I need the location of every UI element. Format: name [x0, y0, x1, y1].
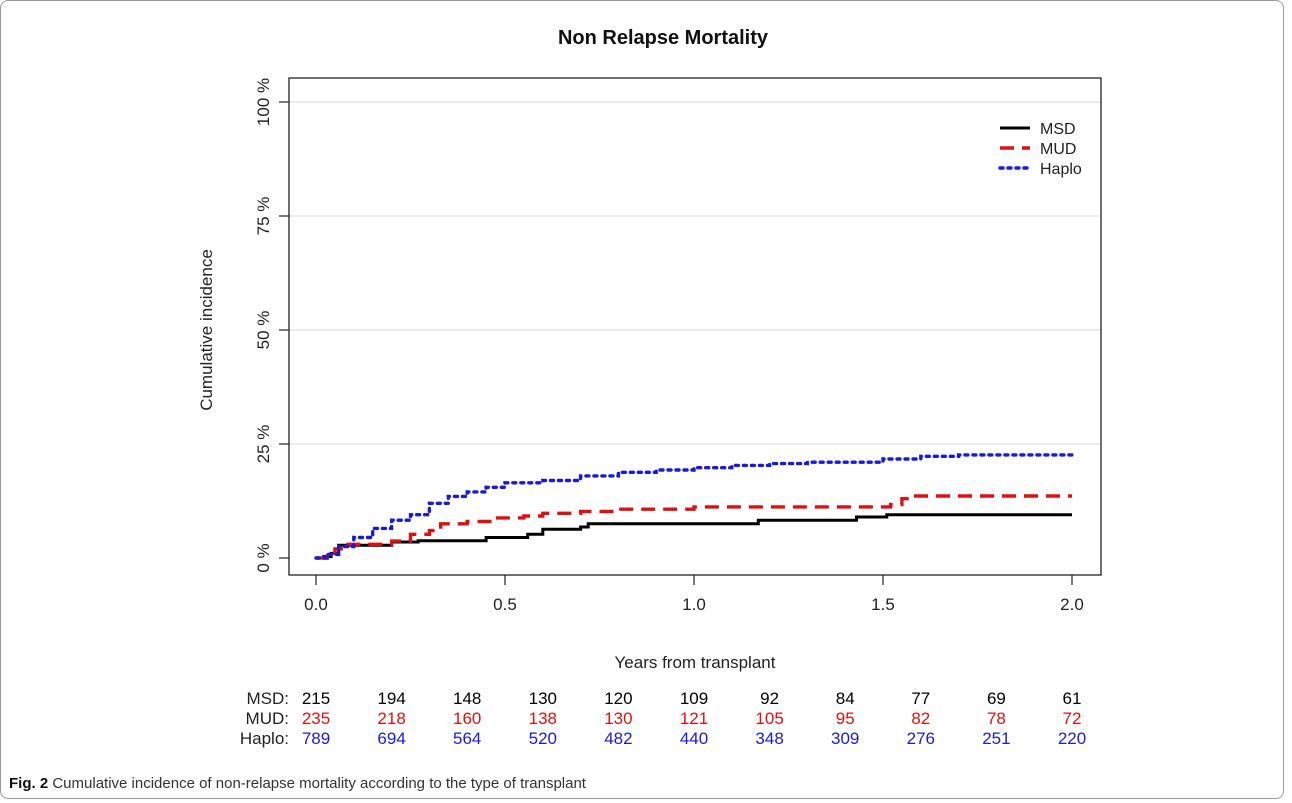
risk-value: 130	[604, 709, 632, 728]
risk-value: 78	[987, 709, 1006, 728]
risk-value: 84	[836, 689, 855, 708]
risk-value: 138	[529, 709, 557, 728]
risk-value: 69	[987, 689, 1006, 708]
gridlines	[289, 101, 1101, 445]
y-tick-label: 100 %	[254, 78, 273, 126]
risk-value: 105	[755, 709, 783, 728]
risk-value: 235	[302, 709, 330, 728]
risk-value: 120	[604, 689, 632, 708]
x-axis-title: Years from transplant	[615, 653, 776, 672]
risk-value: 220	[1058, 729, 1086, 748]
risk-value: 520	[529, 729, 557, 748]
legend: MSD MUD Haplo	[998, 121, 1082, 178]
risk-value: 215	[302, 689, 330, 708]
risk-value: 77	[911, 689, 930, 708]
x-tick-label: 0.5	[493, 595, 517, 614]
risk-row-label: Haplo:	[240, 729, 289, 748]
risk-value: 348	[755, 729, 783, 748]
risk-value: 309	[831, 729, 859, 748]
y-axis-title: Cumulative incidence	[197, 249, 216, 411]
legend-label-msd: MSD	[1040, 121, 1076, 138]
legend-label-mud: MUD	[1040, 141, 1076, 158]
y-tick-label: 75 %	[254, 197, 273, 236]
risk-value: 148	[453, 689, 481, 708]
risk-value: 72	[1063, 709, 1082, 728]
risk-value: 276	[907, 729, 935, 748]
risk-value: 92	[760, 689, 779, 708]
risk-value: 789	[302, 729, 330, 748]
risk-value: 218	[377, 709, 405, 728]
risk-value: 564	[453, 729, 481, 748]
risk-value: 109	[680, 689, 708, 708]
y-tick-label: 25 %	[254, 425, 273, 464]
risk-value: 121	[680, 709, 708, 728]
risk-value: 440	[680, 729, 708, 748]
series-line-msd	[316, 513, 1072, 560]
y-axis: 0 % 25 % 50 % 75 % 100 %	[254, 78, 289, 573]
risk-value: 130	[529, 689, 557, 708]
risk-row-label: MSD:	[247, 689, 290, 708]
plot-frame	[288, 77, 1102, 576]
risk-value: 61	[1063, 689, 1082, 708]
x-tick-label: 0.0	[304, 595, 328, 614]
risk-value: 694	[377, 729, 405, 748]
risk-value: 194	[377, 689, 405, 708]
y-tick-label: 0 %	[254, 543, 273, 572]
x-tick-label: 2.0	[1060, 595, 1084, 614]
risk-value: 251	[982, 729, 1010, 748]
figure-caption: Fig. 2 Cumulative incidence of non-relap…	[9, 775, 586, 792]
x-tick-label: 1.0	[682, 595, 706, 614]
risk-value: 95	[836, 709, 855, 728]
chart-title: Non Relapse Mortality	[558, 27, 769, 49]
series-line-mud	[316, 494, 1072, 560]
caption-text: Cumulative incidence of non-relapse mort…	[52, 775, 586, 792]
x-tick-label: 1.5	[871, 595, 895, 614]
risk-value: 160	[453, 709, 481, 728]
risk-row-label: MUD:	[246, 709, 289, 728]
y-tick-label: 50 %	[254, 311, 273, 350]
legend-label-haplo: Haplo	[1040, 161, 1082, 178]
risk-value: 82	[911, 709, 930, 728]
risk-value: 482	[604, 729, 632, 748]
caption-label: Fig. 2	[9, 775, 49, 792]
x-axis: 0.0 0.5 1.0 1.5 2.0	[304, 575, 1084, 614]
series-lines	[314, 453, 1074, 560]
series-line-haplo	[314, 453, 1074, 560]
